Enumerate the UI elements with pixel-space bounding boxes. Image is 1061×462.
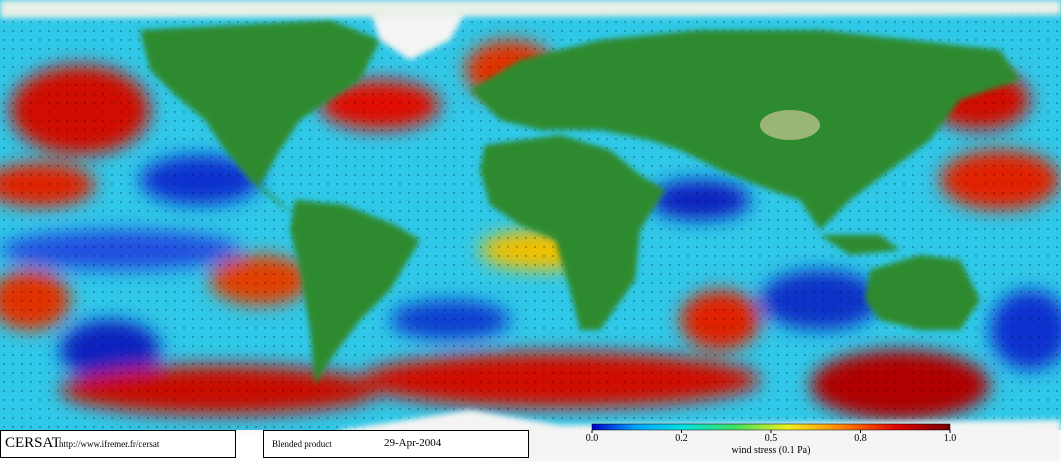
land bbox=[140, 20, 1020, 385]
colorbar-tick-label: 1.0 bbox=[944, 433, 957, 444]
logo-box: CERSAT http://www.ifremer.fr/cersat bbox=[0, 430, 236, 458]
colorbar-label: wind stress (0.1 Pa) bbox=[732, 445, 811, 456]
product: Blended product bbox=[272, 439, 332, 449]
logo: CERSAT bbox=[5, 435, 61, 451]
date: 29-Apr-2004 bbox=[384, 437, 442, 449]
colorbar-tick-label: 0.0 bbox=[586, 433, 599, 444]
url: http://www.ifremer.fr/cersat bbox=[59, 439, 160, 449]
colorbar-tick-label: 0.5 bbox=[765, 433, 778, 444]
colorbar-tick-label: 0.2 bbox=[675, 433, 688, 444]
colorbar: wind stress (0.1 Pa) 0.0 0.2 0.5 0.8 1.0 bbox=[586, 423, 957, 456]
product-box: Blended product 29-Apr-2004 bbox=[263, 430, 529, 458]
colorbar-gradient bbox=[591, 423, 951, 431]
colorbar-tick-label: 0.8 bbox=[854, 433, 867, 444]
plateau bbox=[760, 110, 820, 140]
